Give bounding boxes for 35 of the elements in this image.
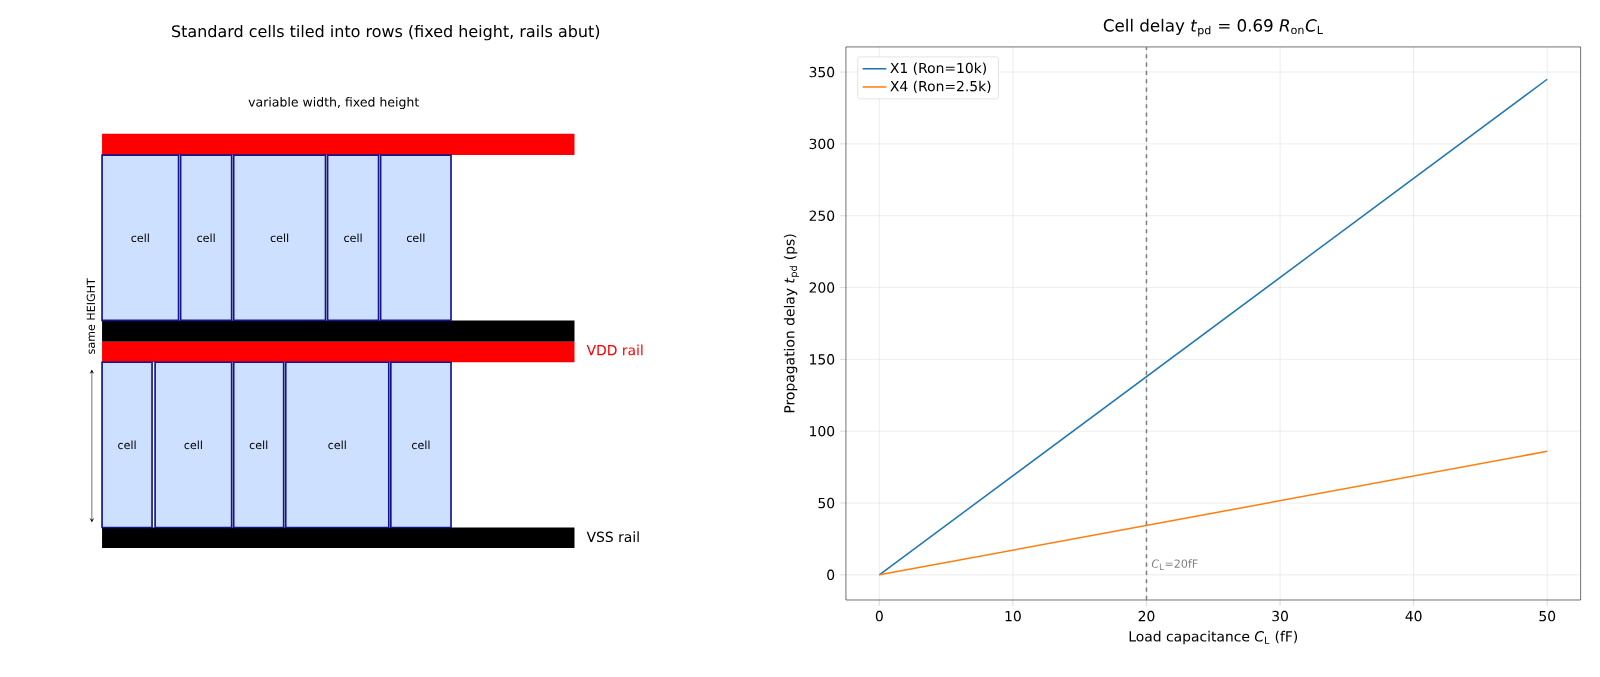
x-tick-label: 0 [875, 611, 883, 622]
y-tick-label: 200 [809, 282, 835, 294]
text: VDD rail [586, 344, 643, 356]
text: cell [411, 440, 430, 450]
text: cell [344, 233, 362, 243]
y-tick-label: 150 [810, 354, 835, 365]
x-tick-label: 50 [1539, 611, 1556, 622]
y-tick-label: 100 [810, 426, 835, 437]
text: cell [184, 440, 202, 450]
legend-label: X1 (Ron=10k) [890, 62, 986, 76]
x-tick-label: 10 [1005, 611, 1021, 622]
text: cell [249, 440, 268, 450]
x-tick-label: 30 [1272, 611, 1288, 622]
text: variable width, fixed height [248, 97, 419, 110]
text: cell [197, 233, 215, 243]
y-tick-label: 250 [809, 210, 835, 222]
y-tick-label: 300 [809, 138, 835, 150]
text: cell [270, 233, 289, 243]
legend-label: X4 (Ron=2.5k) [890, 80, 991, 94]
y-tick-label: 350 [809, 67, 835, 78]
text: cell [118, 440, 136, 450]
x-axis-title: Load capacitance C$_{L}$ (fF) [1129, 631, 1298, 645]
text: cell [131, 233, 149, 243]
text: cell [406, 233, 425, 243]
y-axis-title: Propagation delay t$_{pd}$ (ps) [783, 234, 800, 413]
x-tick-label: 20 [1138, 611, 1155, 622]
text: cell [328, 440, 346, 450]
x-tick-label: 40 [1405, 611, 1422, 622]
text: VSS rail [586, 531, 639, 543]
text: Standard cells tiled into rows (fixed height, rails abut) [172, 25, 600, 41]
y-tick-label: 0 [827, 569, 835, 581]
ref-line-label: C$_{L}$=20fF [1151, 559, 1198, 571]
y-tick-label: 50 [818, 497, 835, 509]
chart-title: Cell delay t$_{pd}$ = 0.69 R$_{on}$C$_{L}$ [1103, 19, 1323, 37]
text: same HEIGHT [86, 278, 96, 355]
